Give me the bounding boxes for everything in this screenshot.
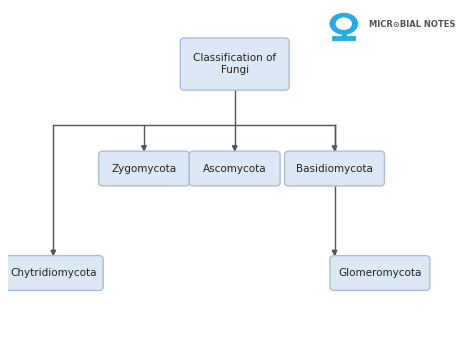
FancyBboxPatch shape [189, 151, 280, 186]
Text: Basidiomycota: Basidiomycota [296, 164, 373, 173]
Text: MICR⊙BIAL NOTES: MICR⊙BIAL NOTES [369, 20, 455, 29]
FancyBboxPatch shape [180, 38, 289, 90]
FancyBboxPatch shape [3, 256, 103, 290]
FancyBboxPatch shape [284, 151, 384, 186]
Text: Zygomycota: Zygomycota [111, 164, 176, 173]
Text: Ascomycota: Ascomycota [203, 164, 266, 173]
Text: Classification of
Fungi: Classification of Fungi [193, 53, 276, 75]
FancyBboxPatch shape [99, 151, 189, 186]
FancyBboxPatch shape [330, 256, 430, 290]
Text: Glomeromycota: Glomeromycota [338, 268, 421, 278]
Text: Chytridiomycota: Chytridiomycota [10, 268, 97, 278]
